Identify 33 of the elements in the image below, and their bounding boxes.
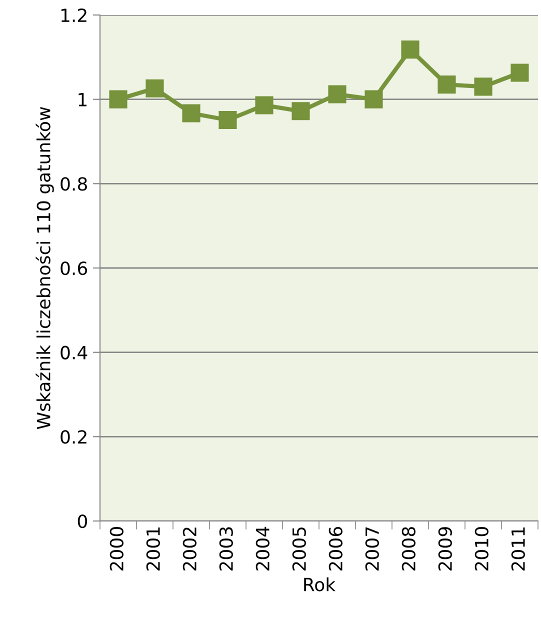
point (292, 102, 310, 120)
y-tick-label: 0.6 (60, 261, 88, 276)
x-tick-label: 2010 (474, 527, 488, 570)
x-tick-label: 2004 (256, 526, 270, 570)
x-tick-label: 2001 (146, 528, 160, 570)
y-tick-label: 1.2 (61, 8, 86, 22)
x-tick-label: 2007 (365, 527, 379, 570)
point (182, 104, 200, 122)
x-tick-label: 2011 (511, 528, 525, 570)
y-axis-title: Wskaźnik liczebności 110 gatunków (36, 107, 54, 430)
y-tick-label: 0.8 (60, 177, 87, 191)
point (109, 90, 128, 108)
x-tick-label: 2000 (110, 527, 124, 570)
point (474, 78, 492, 96)
x-axis-title: Rok (304, 577, 336, 592)
y-tick-label: 1 (78, 93, 87, 106)
point (510, 64, 529, 82)
x-tick-label: 2002 (182, 528, 196, 570)
point (218, 110, 237, 130)
x-tick-label: 2006 (328, 527, 342, 570)
y-tick-label: 0 (78, 514, 87, 528)
point (328, 85, 346, 104)
y-tick-label: 0.4 (60, 346, 88, 360)
x-tick-label: 2008 (402, 527, 416, 570)
point (401, 40, 420, 59)
point (146, 79, 164, 98)
point (364, 90, 383, 108)
x-tick-label: 2003 (219, 527, 233, 570)
y-tick-label: 0.2 (60, 430, 86, 444)
point (255, 96, 274, 114)
point (438, 76, 456, 94)
x-tick-label: 2005 (292, 527, 306, 570)
x-tick-label: 2009 (438, 527, 452, 570)
